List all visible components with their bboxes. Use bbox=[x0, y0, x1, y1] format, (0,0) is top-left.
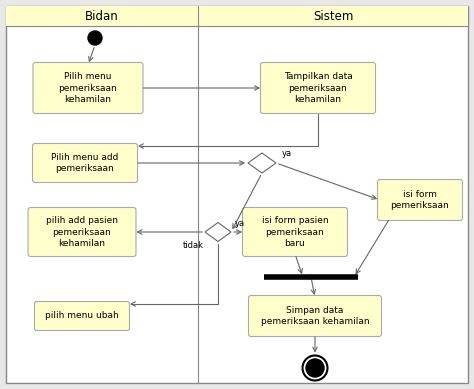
Text: pilih menu ubah: pilih menu ubah bbox=[45, 312, 119, 321]
Text: ya: ya bbox=[235, 219, 245, 228]
FancyBboxPatch shape bbox=[35, 301, 129, 331]
FancyBboxPatch shape bbox=[33, 144, 137, 182]
Polygon shape bbox=[205, 223, 231, 242]
Bar bbox=[198, 6, 468, 26]
Text: ya: ya bbox=[282, 149, 292, 158]
FancyBboxPatch shape bbox=[28, 207, 136, 256]
FancyBboxPatch shape bbox=[261, 63, 375, 114]
Bar bbox=[6, 6, 198, 26]
Text: Sistem: Sistem bbox=[313, 9, 353, 23]
Text: Tampilkan data
pemeriksaan
kehamilan: Tampilkan data pemeriksaan kehamilan bbox=[283, 72, 352, 104]
Text: Bidan: Bidan bbox=[85, 9, 119, 23]
Text: isi form
pemeriksaan: isi form pemeriksaan bbox=[391, 190, 449, 210]
Circle shape bbox=[306, 359, 324, 377]
Text: Pilih menu add
pemeriksaan: Pilih menu add pemeriksaan bbox=[51, 153, 118, 173]
FancyBboxPatch shape bbox=[33, 63, 143, 114]
Polygon shape bbox=[248, 153, 276, 173]
Text: pilih add pasien
pemeriksaan
kehamilan: pilih add pasien pemeriksaan kehamilan bbox=[46, 216, 118, 248]
FancyBboxPatch shape bbox=[377, 179, 463, 221]
Text: tidak: tidak bbox=[183, 240, 204, 249]
Text: isi form pasien
pemeriksaan
baru: isi form pasien pemeriksaan baru bbox=[262, 216, 328, 248]
Text: Pilih menu
pemeriksaan
kehamilan: Pilih menu pemeriksaan kehamilan bbox=[59, 72, 118, 104]
Text: Simpan data
pemeriksaan kehamilan: Simpan data pemeriksaan kehamilan bbox=[261, 306, 369, 326]
FancyBboxPatch shape bbox=[243, 207, 347, 256]
FancyBboxPatch shape bbox=[248, 296, 382, 336]
Circle shape bbox=[88, 31, 102, 45]
